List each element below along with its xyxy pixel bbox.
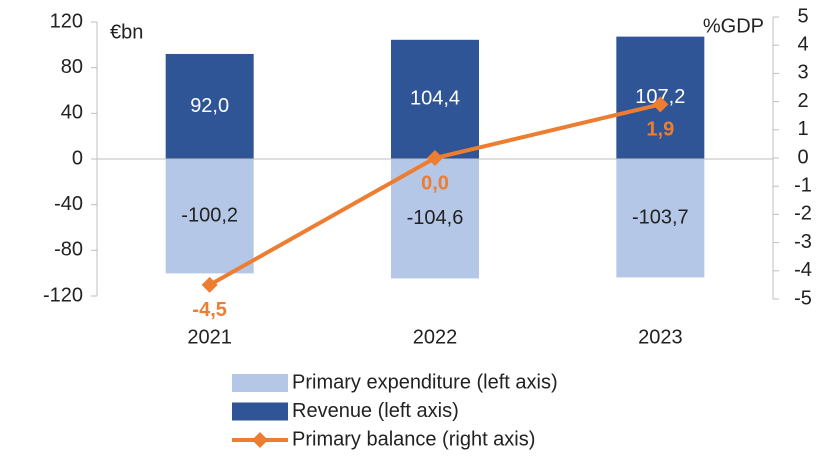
x-tick-label: 2022 [413, 326, 458, 348]
y2-axis-label: %GDP [703, 15, 764, 37]
bar [165, 53, 254, 159]
bar [391, 39, 479, 160]
y2-tick-label: 3 [797, 62, 808, 84]
data-label: -104,6 [407, 207, 464, 229]
y-tick-label: -120 [43, 284, 83, 306]
line-marker [427, 150, 443, 166]
y2-tick-label: -4 [794, 259, 812, 281]
data-label: -103,7 [632, 206, 689, 228]
y-tick-label: 120 [50, 10, 83, 32]
legend-label: Revenue (left axis) [292, 400, 459, 422]
data-label: 0,0 [421, 172, 449, 194]
legend-swatch [232, 374, 288, 392]
y-axis-label: €bn [110, 21, 143, 43]
data-label: -100,2 [181, 204, 238, 226]
data-label: 92,0 [190, 95, 229, 117]
bar [616, 159, 705, 278]
legend-label: Primary balance (right axis) [292, 428, 535, 450]
y-tick-label: 80 [61, 56, 83, 78]
data-label: 1,9 [646, 119, 674, 141]
y2-tick-label: 1 [797, 118, 808, 140]
bar [165, 159, 254, 274]
x-tick-label: 2023 [638, 326, 683, 348]
y2-tick-label: 5 [797, 5, 808, 27]
data-label: -4,5 [192, 299, 226, 321]
y-tick-label: -40 [54, 193, 83, 215]
data-label: 104,4 [410, 88, 460, 110]
bar [391, 159, 479, 279]
y2-tick-label: 2 [797, 90, 808, 112]
y-tick-label: 0 [72, 147, 83, 169]
x-tick-label: 2021 [187, 326, 232, 348]
y2-tick-label: -3 [794, 231, 812, 253]
legend-label: Primary expenditure (left axis) [292, 371, 558, 393]
y2-tick-label: -1 [794, 174, 812, 196]
y-tick-label: 40 [61, 102, 83, 124]
line-marker [201, 276, 218, 293]
y-tick-label: -80 [54, 239, 83, 261]
legend-swatch [252, 432, 268, 448]
line-marker [652, 96, 669, 113]
y2-tick-label: 4 [797, 33, 808, 55]
y2-tick-label: -5 [794, 287, 812, 309]
y2-tick-label: -2 [794, 203, 812, 225]
y2-tick-label: 0 [797, 146, 808, 168]
legend-swatch [232, 402, 288, 421]
